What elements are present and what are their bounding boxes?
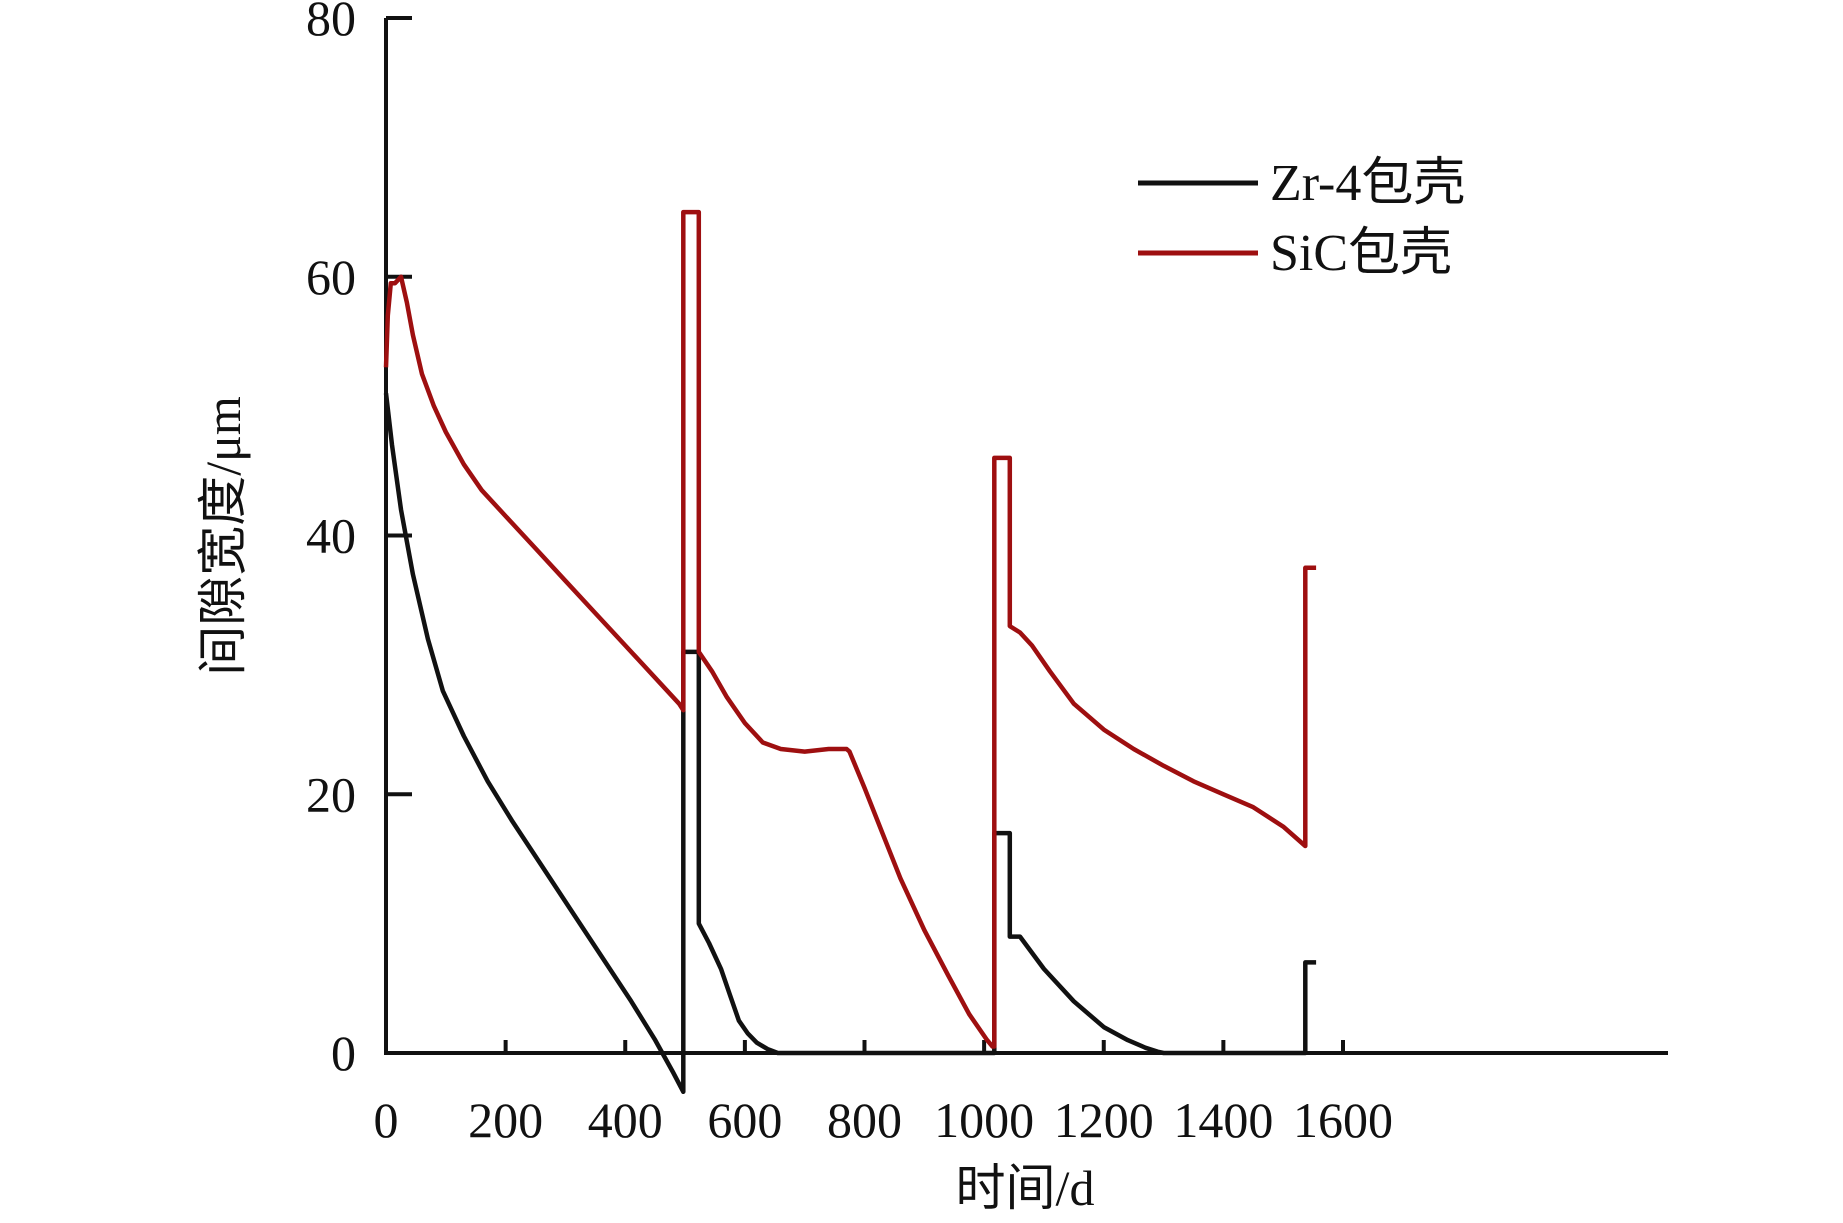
series-layer xyxy=(383,209,1317,1095)
legend-label-zr4: Zr-4包壳 xyxy=(1270,155,1465,212)
x-axis-title: 时间/d xyxy=(956,1160,1095,1216)
y-tick-label: 20 xyxy=(306,766,356,822)
y-tick-label: 60 xyxy=(306,249,356,305)
x-tick-label: 800 xyxy=(827,1092,902,1148)
y-tick-label: 40 xyxy=(306,508,356,564)
x-tick-label: 1400 xyxy=(1173,1092,1273,1148)
x-tick-label: 1600 xyxy=(1293,1092,1393,1148)
x-tick-label: 1000 xyxy=(934,1092,1034,1148)
x-tick-label: 200 xyxy=(468,1092,543,1148)
y-axis-title: 间隙宽度/μm xyxy=(195,396,251,676)
x-tick-label: 400 xyxy=(588,1092,663,1148)
x-tick-label: 0 xyxy=(374,1092,399,1148)
y-tick-label: 80 xyxy=(306,0,356,46)
ticks: 0 200 400 600 800 1000 1200 1400 1600 0 20 40 60 80 xyxy=(306,0,1393,1148)
x-tick-label: 1200 xyxy=(1054,1092,1154,1148)
legend: Zr-4包壳 SiC包壳 xyxy=(1138,155,1465,282)
series-line-sic xyxy=(383,209,1317,1049)
axes xyxy=(384,18,1668,1055)
x-tick-label: 600 xyxy=(707,1092,782,1148)
y-tick-label: 0 xyxy=(331,1025,356,1081)
legend-label-sic: SiC包壳 xyxy=(1270,225,1452,282)
series-line-zr4 xyxy=(383,392,1317,1095)
